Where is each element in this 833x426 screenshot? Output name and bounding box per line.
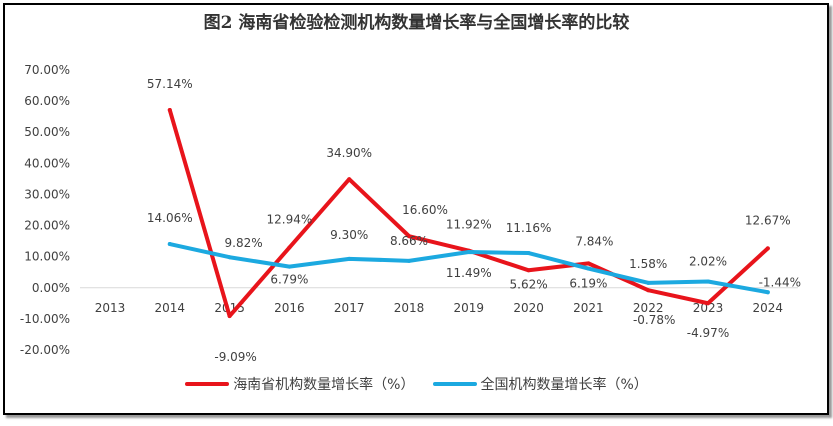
data-label: 11.92% [446, 218, 492, 232]
data-point [586, 266, 591, 271]
y-tick-label: 30.00% [24, 187, 70, 201]
legend-item-national: 全国机构数量增长率（%） [432, 374, 648, 394]
x-tick-label: 2013 [95, 301, 126, 315]
data-label: 9.82% [225, 236, 263, 250]
chart-title: 图2 海南省检验检测机构数量增长率与全国增长率的比较 [203, 13, 630, 33]
data-label: 57.14% [147, 77, 193, 91]
y-tick-label: 40.00% [24, 156, 70, 170]
data-label: 6.79% [270, 273, 308, 287]
data-point [227, 255, 232, 260]
legend: 海南省机构数量增长率（%） 全国机构数量增长率（%） [0, 374, 833, 394]
x-tick-label: 2022 [633, 301, 664, 315]
data-label: 5.62% [510, 277, 548, 291]
legend-label-national: 全国机构数量增长率（%） [480, 377, 648, 393]
data-point [347, 256, 352, 261]
x-tick-label: 2019 [454, 301, 485, 315]
y-tick-label: 60.00% [24, 94, 70, 108]
data-point [526, 251, 531, 256]
x-tick-label: 2024 [753, 301, 784, 315]
y-tick-label: -10.00% [20, 312, 70, 326]
data-label: 1.58% [629, 257, 667, 271]
data-point [765, 290, 770, 295]
data-point [407, 258, 411, 263]
data-label: 11.49% [446, 266, 492, 280]
data-point [646, 288, 651, 293]
legend-swatch-national [432, 382, 477, 386]
data-label: 7.84% [575, 234, 613, 248]
data-point [167, 242, 172, 247]
data-point [706, 279, 710, 284]
data-label: 8.66% [390, 234, 428, 248]
data-label: 34.90% [326, 146, 372, 160]
y-tick-label: 20.00% [24, 219, 70, 233]
data-label: -9.09% [214, 350, 256, 364]
legend-label-hainan: 海南省机构数量增长率（%） [233, 377, 415, 393]
data-point [765, 246, 770, 251]
y-tick-label: 0.00% [32, 281, 70, 295]
x-tick-label: 2020 [513, 301, 544, 315]
data-point [287, 264, 292, 269]
x-tick-label: 2021 [573, 301, 604, 315]
y-tick-label: 10.00% [24, 250, 70, 264]
x-tick-label: 2014 [155, 301, 186, 315]
data-label: -4.97% [687, 326, 729, 340]
data-label: -0.78% [633, 313, 675, 327]
x-tick-label: 2023 [693, 301, 724, 315]
data-point [646, 280, 651, 285]
data-label: 12.67% [745, 213, 791, 227]
data-point [167, 108, 172, 113]
data-label: 16.60% [402, 203, 448, 217]
data-label: 6.19% [569, 277, 607, 291]
data-point [227, 314, 232, 319]
data-point [347, 177, 352, 182]
data-label: -1.44% [759, 275, 801, 289]
data-point [586, 261, 591, 266]
data-label: 11.16% [506, 221, 552, 235]
data-label: 2.02% [689, 254, 727, 268]
y-tick-label: 50.00% [24, 125, 70, 139]
legend-item-hainan: 海南省机构数量增长率（%） [185, 374, 415, 394]
x-tick-label: 2018 [394, 301, 425, 315]
data-point [526, 268, 531, 273]
data-label: 12.94% [267, 213, 313, 227]
data-point [706, 301, 710, 306]
x-tick-label: 2016 [274, 301, 305, 315]
y-tick-label: -20.00% [20, 343, 70, 357]
data-label: 9.30% [330, 228, 368, 242]
data-point [287, 245, 292, 250]
legend-swatch-hainan [185, 382, 230, 386]
x-tick-label: 2017 [334, 301, 365, 315]
data-point [466, 250, 471, 255]
data-point [407, 234, 411, 239]
data-label: 14.06% [147, 211, 193, 225]
chart-frame [3, 3, 829, 415]
series-line-0 [167, 108, 770, 319]
y-tick-label: 70.00% [24, 63, 70, 77]
